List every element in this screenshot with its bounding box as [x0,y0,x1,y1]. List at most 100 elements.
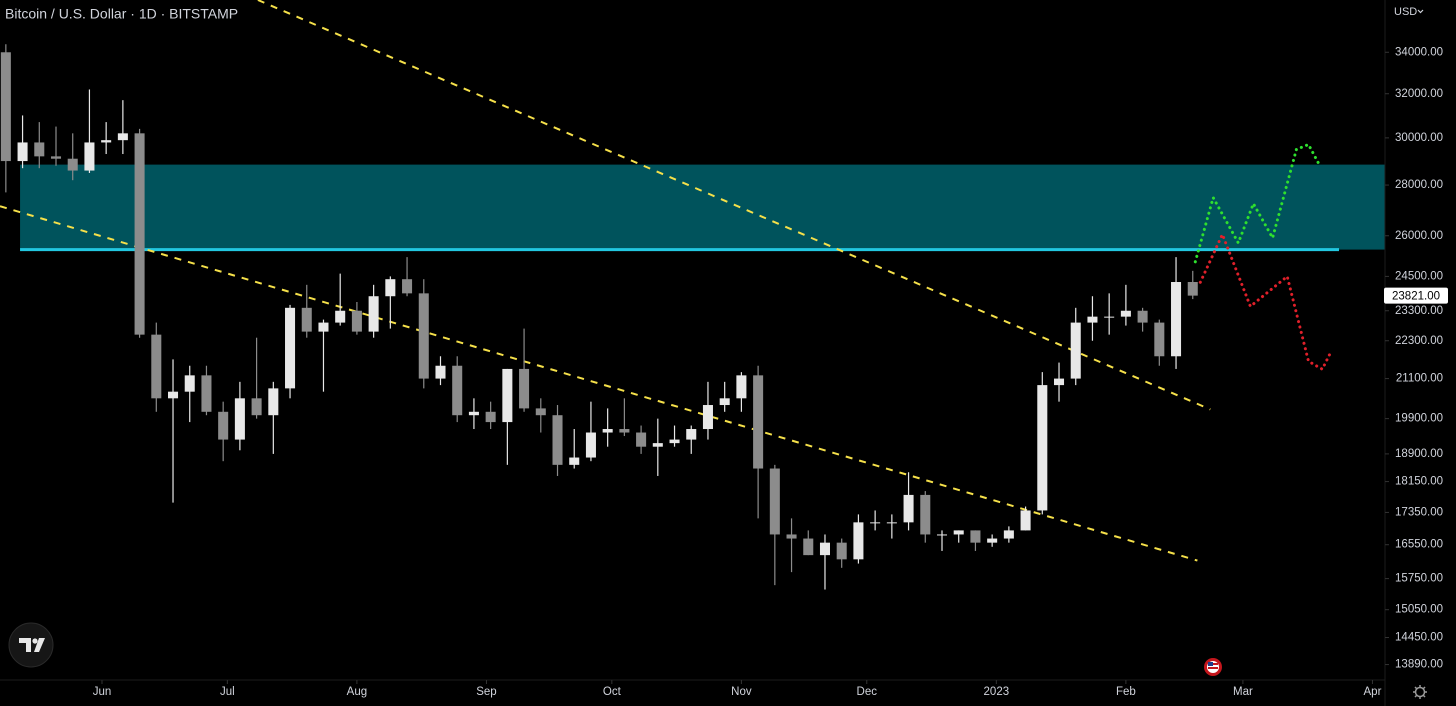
candle-body [1054,378,1065,386]
candle-body [84,142,95,171]
y-tick-label: 14450.00 [1395,632,1443,644]
logo-mark [19,638,31,652]
resistance-zone [20,164,1386,250]
x-tick-label: Aug [347,686,367,698]
candle-body [335,310,346,323]
candle-body [886,522,897,524]
y-tick-label: 15050.00 [1395,604,1443,616]
last-price-label: 23821.00 [1392,291,1440,303]
candle-body [251,398,262,416]
candle-body [468,411,479,416]
candle-body [569,457,580,465]
logo-dot [32,638,38,644]
y-tick-label: 21100.00 [1396,373,1443,385]
plot-area [0,0,1386,590]
candle-body [686,429,697,440]
candle-body [669,439,680,444]
candle-body [0,52,11,162]
candle-body [920,494,931,535]
candle-body [502,368,513,423]
event-canton [1208,662,1213,666]
candle-body [803,538,814,556]
candle-body [201,375,212,412]
candle-body [134,133,145,335]
x-tick-label: Jul [220,686,235,698]
candle-body [1020,510,1031,531]
currency-label[interactable]: USD [1394,6,1417,18]
candle-body [301,307,312,332]
settings-icon[interactable] [1413,685,1427,699]
candle-body [753,375,764,469]
candle-body [636,432,647,447]
candle-body [836,542,847,560]
y-tick-label: 19900.00 [1395,413,1443,425]
x-tick-label: 2023 [984,686,1010,698]
candle-body [452,365,463,416]
y-tick-label: 28000.00 [1395,179,1443,191]
candle-body [1120,310,1131,317]
candle-body [1003,530,1014,539]
candle-body [1037,385,1048,511]
y-tick-label: 30000.00 [1395,132,1443,144]
logo-slash [34,638,45,652]
gear-teeth [1413,685,1427,699]
candle-body [151,334,162,399]
candle-body [987,538,998,543]
candle-body [418,293,429,379]
candle-body [585,432,596,458]
candle-body [1070,322,1081,379]
event-stripe [1208,667,1218,669]
candle-body [953,530,964,535]
x-tick-label: Mar [1233,686,1253,698]
x-tick-label: Dec [857,686,878,698]
candle-body [34,142,45,157]
candle-body [870,522,881,524]
y-tick-label: 13890.00 [1395,659,1443,671]
event-flag[interactable] [1204,658,1222,676]
y-tick-label: 17350.00 [1395,506,1443,518]
candle-body [786,534,797,539]
candle-body [351,310,362,332]
candle-body [769,468,780,535]
candle-body [819,542,830,556]
candle-body [853,522,864,560]
candle-body [234,398,245,440]
y-tick-label: 22300.00 [1395,335,1443,347]
candle-body [1187,282,1198,296]
x-tick-label: Nov [731,686,752,698]
candle-body [970,530,981,543]
candle-body [67,158,78,171]
candle-body [218,411,229,440]
trendline [257,0,1211,411]
candle-body [619,429,630,433]
candle-body [50,156,62,159]
last-price-box [1384,287,1448,304]
candle-body [552,415,563,465]
tradingview-logo[interactable] [8,622,54,668]
candle-body [903,494,914,523]
currency-chevron [1417,9,1424,14]
candle-body [936,534,948,536]
candle-body [485,411,496,423]
projection-path [1198,230,1332,372]
candle-body [535,408,546,416]
candle-body [117,133,128,141]
x-tick-label: Feb [1116,686,1136,698]
y-tick-label: 23300.00 [1395,305,1443,317]
candle-body [17,142,28,162]
candle-body [702,405,713,430]
candle-body [719,398,730,406]
trendline [0,205,1198,562]
candle-body [268,388,279,416]
candle-body [652,443,663,447]
candle-body [435,365,446,379]
candle-body [318,322,329,332]
candle-body [385,279,396,297]
y-tick-label: 24500.00 [1395,270,1443,282]
y-tick-label: 26000.00 [1395,230,1443,242]
candle-body [101,140,112,143]
candle-body [1104,316,1115,318]
